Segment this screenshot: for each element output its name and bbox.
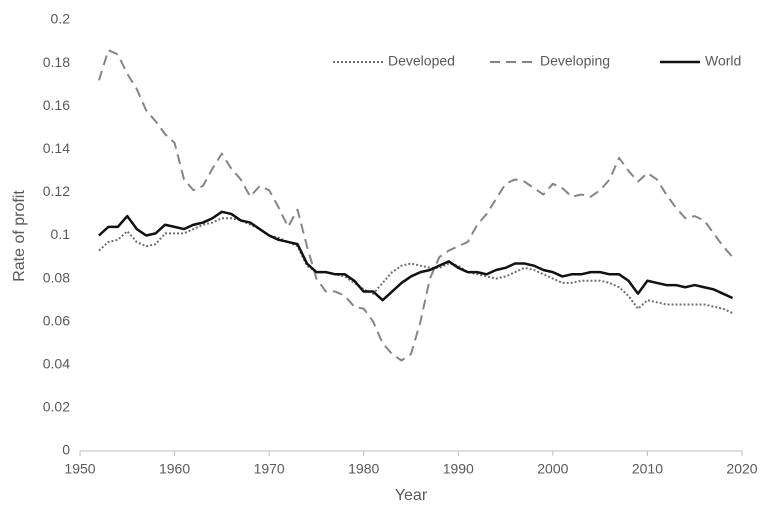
- x-tick-label: 1970: [254, 461, 285, 477]
- y-tick-label: 0.18: [43, 54, 70, 70]
- y-tick-label: 0.1: [51, 226, 71, 242]
- y-tick-label: 0.14: [43, 140, 70, 156]
- y-tick-label: 0: [62, 442, 70, 458]
- legend-label: World: [705, 53, 741, 69]
- y-tick-label: 0.06: [43, 312, 70, 328]
- legend-label: Developing: [540, 53, 610, 69]
- x-axis-title: Year: [395, 487, 428, 504]
- x-tick-label: 1980: [348, 461, 379, 477]
- y-tick-label: 0.02: [43, 399, 70, 415]
- y-tick-label: 0.16: [43, 97, 70, 113]
- x-tick-label: 2020: [726, 461, 757, 477]
- series-line: [97, 49, 734, 362]
- x-tick-label: 1990: [443, 461, 474, 477]
- legend-label: Developed: [388, 53, 455, 69]
- x-tick-label: 2010: [632, 461, 663, 477]
- x-tick-label: 1960: [159, 461, 190, 477]
- y-tick-label: 0.08: [43, 269, 70, 285]
- x-tick-label: 1950: [64, 461, 95, 477]
- x-tick-label: 2000: [537, 461, 568, 477]
- series-line: [98, 210, 734, 302]
- y-axis-title: Rate of profit: [11, 190, 28, 282]
- y-tick-label: 0.2: [51, 11, 71, 27]
- series-line: [98, 217, 733, 314]
- y-tick-label: 0.12: [43, 183, 70, 199]
- y-tick-label: 0.04: [43, 356, 70, 372]
